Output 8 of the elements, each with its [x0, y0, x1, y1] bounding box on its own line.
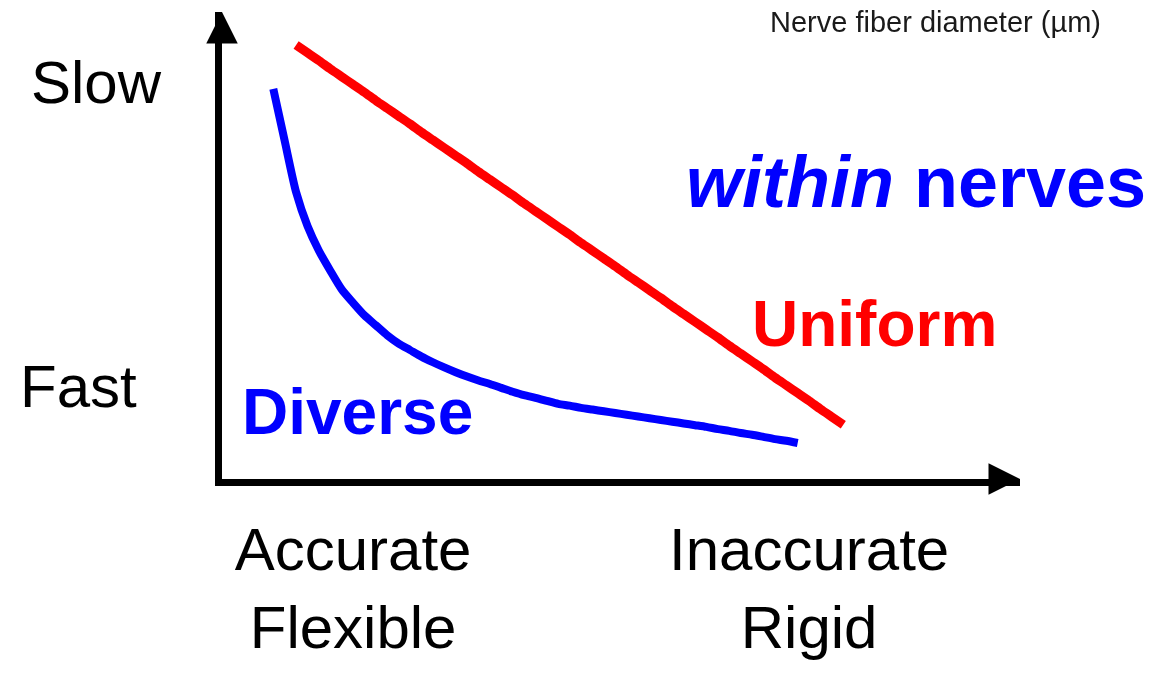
annotation: within nerves	[686, 142, 1147, 222]
text: Slow	[31, 49, 162, 116]
x-tick-label: Accurate Flexible	[234, 516, 472, 661]
text: Fast	[20, 353, 138, 420]
x-tick-label: Inaccurate Rigid	[669, 516, 950, 661]
series-label: Diverse	[242, 376, 474, 448]
text: Nerve fiber diameter (µm)	[770, 6, 1101, 38]
series-label: Uniform	[752, 288, 998, 360]
